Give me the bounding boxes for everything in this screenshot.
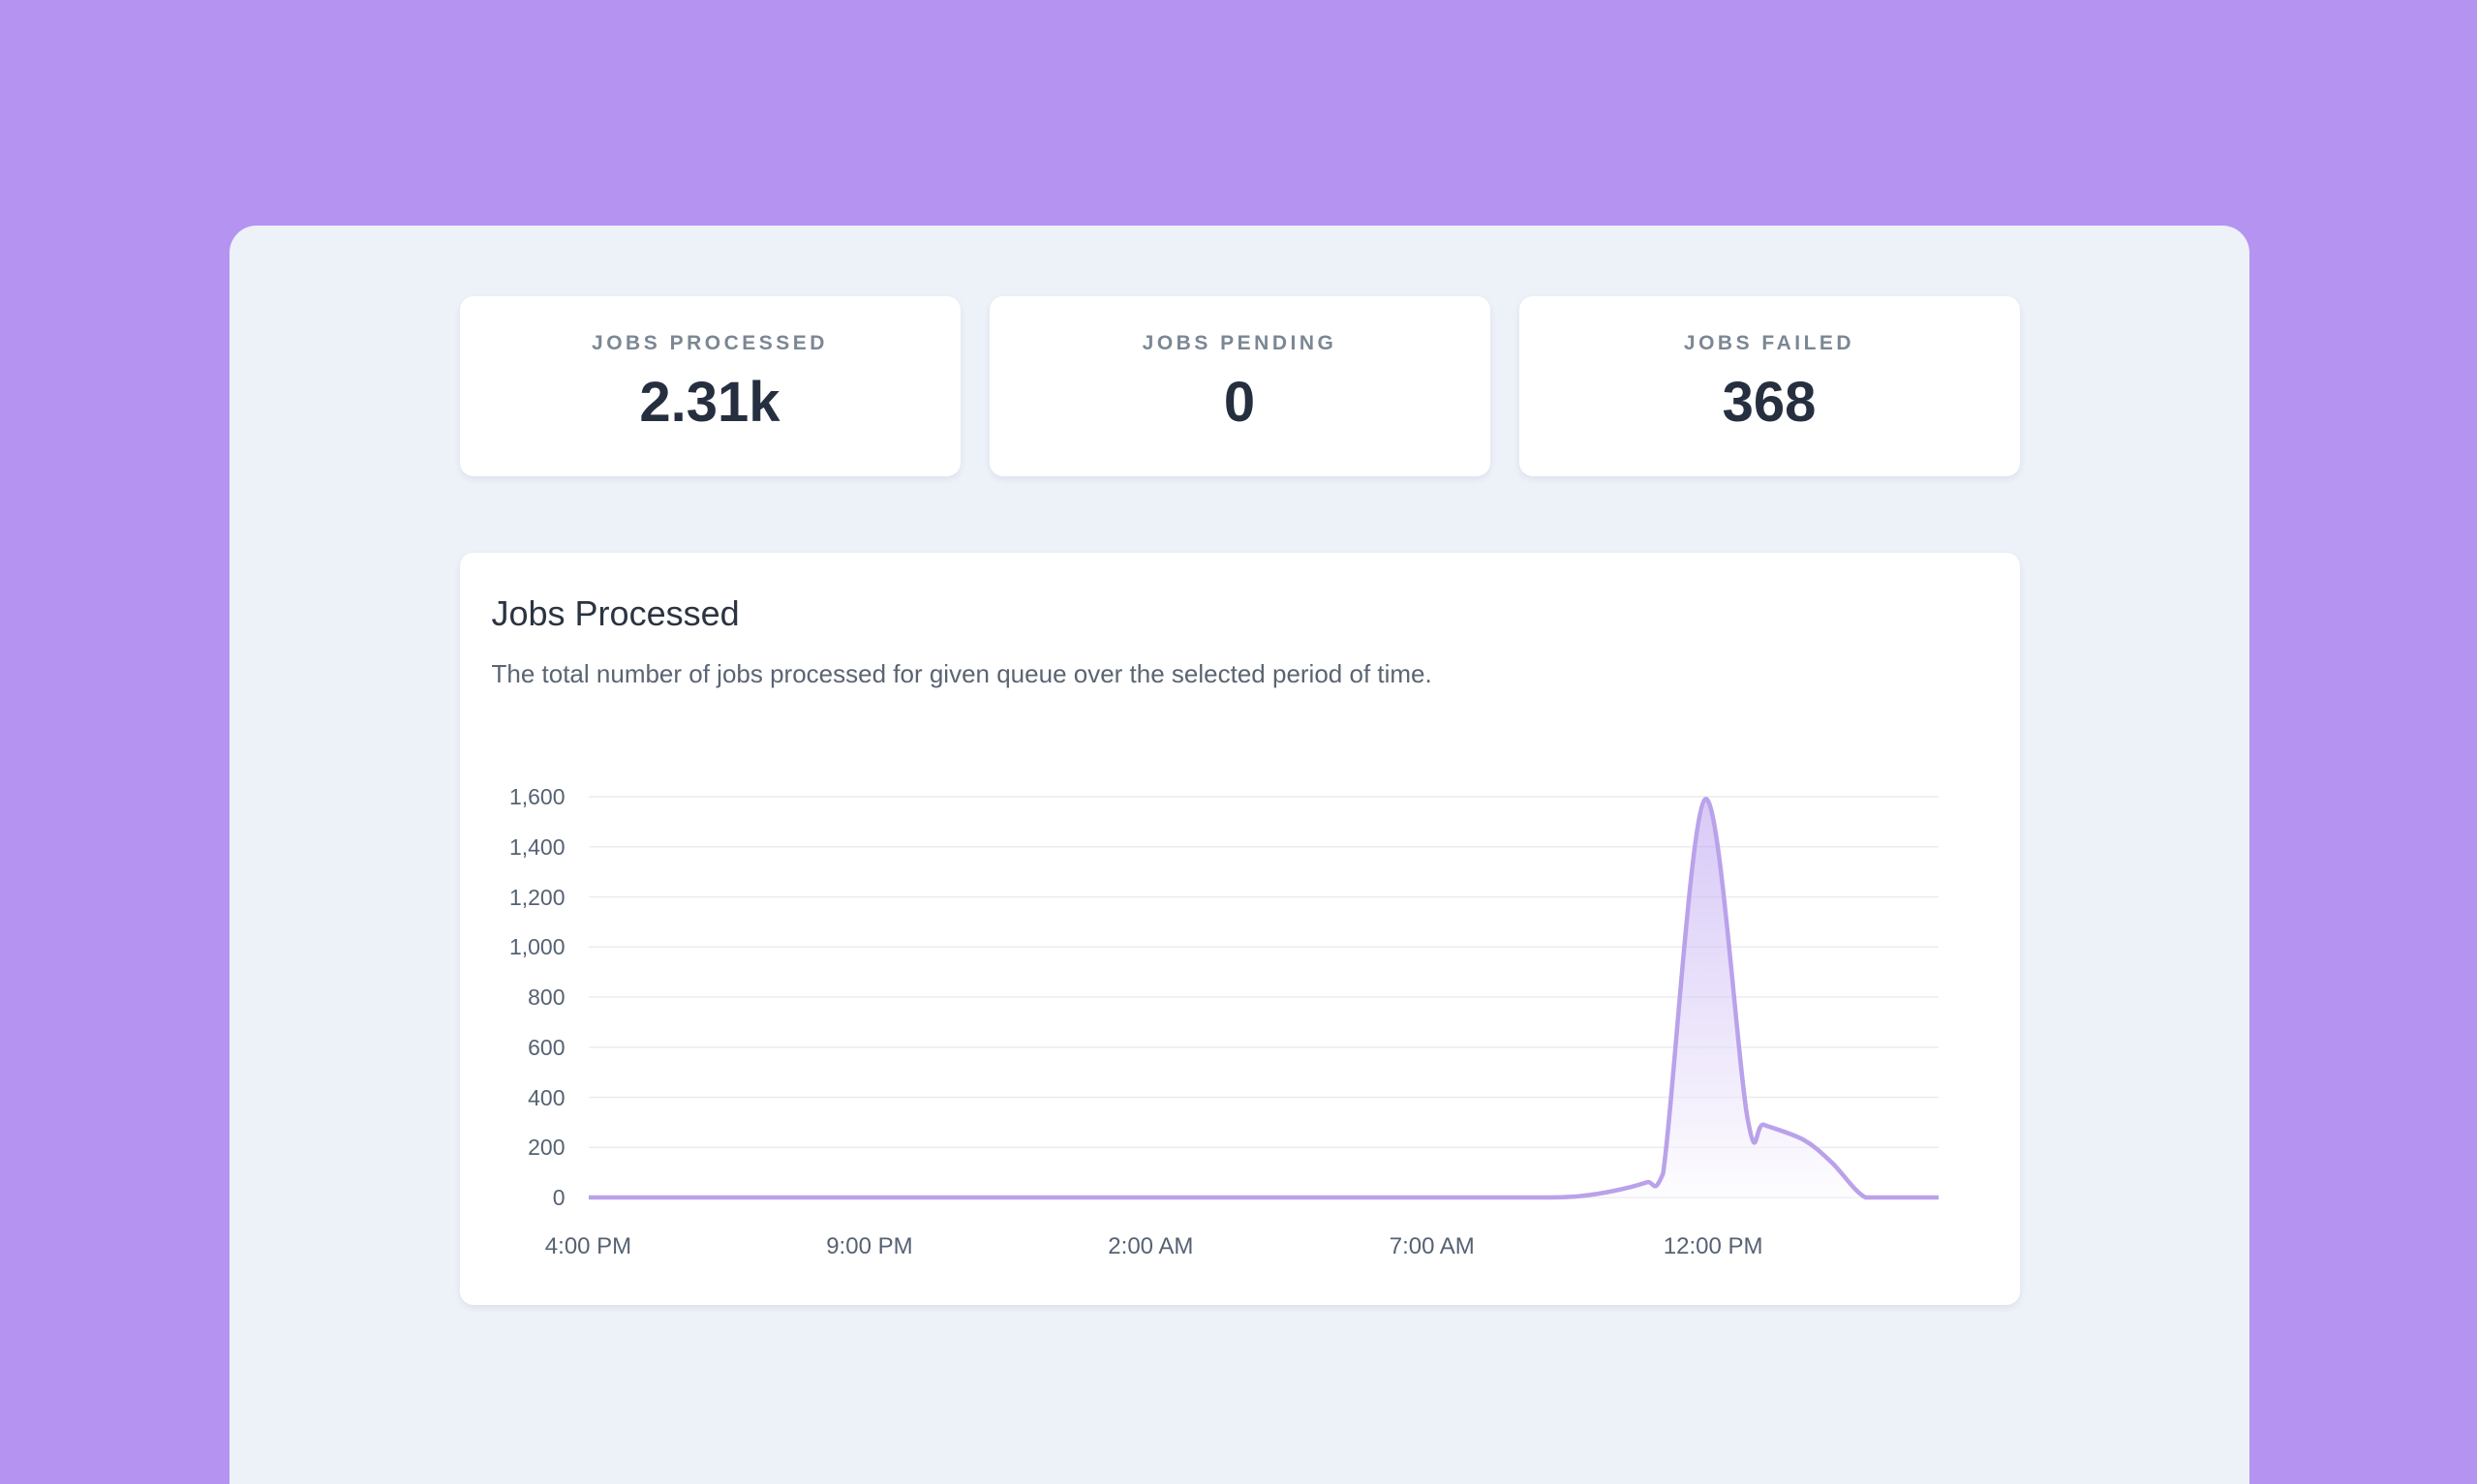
jobs-processed-area-chart[interactable]: 0 200 400 600 800 1,000 1,200 1,400 1,600 4:00 PM… — [460, 553, 2020, 1305]
stats-row: JOBS PROCESSED 2.31k JOBS PENDING 0 JOBS… — [459, 296, 2020, 476]
x-axis-label: 12:00 PM — [1663, 1233, 1763, 1259]
x-axis-label: 2:00 AM — [1108, 1233, 1194, 1259]
y-axis-label: 1,600 — [508, 784, 566, 809]
jobs-processed-chart-card: Jobs Processed The total number of jobs … — [459, 553, 2020, 1305]
y-axis-label: 0 — [552, 1185, 566, 1210]
x-axis-label: 4:00 PM — [544, 1233, 632, 1259]
y-axis-label: 200 — [528, 1135, 566, 1161]
stat-value: 368 — [1722, 371, 1817, 434]
content-panel: JOBS PROCESSED 2.31k JOBS PENDING 0 JOBS… — [229, 226, 2249, 1484]
chart-plot-area[interactable] — [588, 789, 1939, 1205]
y-axis-label: 400 — [528, 1084, 566, 1110]
x-axis-label: 7:00 AM — [1389, 1233, 1475, 1259]
y-axis-label: 800 — [528, 984, 566, 1010]
chart-title: Jobs Processed — [491, 593, 740, 633]
chart-description: The total number of jobs processed for g… — [491, 659, 1432, 688]
y-axis-label: 1,200 — [508, 884, 566, 910]
area-series-line — [588, 797, 1939, 1200]
stat-value: 2.31k — [639, 371, 780, 434]
content-column: JOBS PROCESSED 2.31k JOBS PENDING 0 JOBS… — [459, 226, 2020, 1305]
stat-card-jobs-processed: JOBS PROCESSED 2.31k — [459, 296, 961, 476]
y-axis-label: 1,400 — [508, 833, 566, 860]
y-axis-label: 1,000 — [508, 934, 566, 960]
stat-label: JOBS FAILED — [1683, 332, 1855, 354]
x-axis-label: 9:00 PM — [826, 1233, 913, 1259]
stat-label: JOBS PENDING — [1142, 332, 1337, 354]
stat-value: 0 — [1223, 371, 1256, 434]
stat-card-jobs-failed: JOBS FAILED 368 — [1518, 296, 2020, 476]
y-axis-label: 600 — [528, 1034, 566, 1060]
stat-card-jobs-pending: JOBS PENDING 0 — [989, 296, 1490, 476]
area-fill — [588, 799, 1939, 1197]
stat-label: JOBS PROCESSED — [592, 332, 828, 354]
